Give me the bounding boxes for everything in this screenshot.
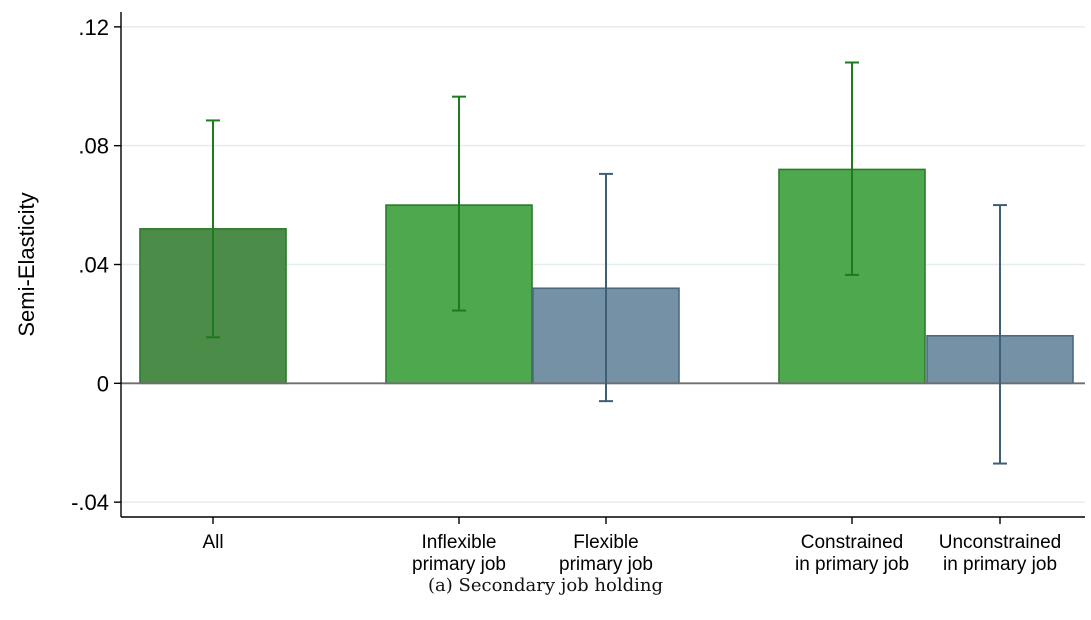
x-tick-label-0-0: All <box>202 532 223 553</box>
y-axis-label: Semi-Elasticity <box>14 192 39 336</box>
y-tick-label-1: .08 <box>78 134 109 159</box>
y-tick-label-4: -.04 <box>71 490 109 515</box>
x-tick-label-2-1: primary job <box>559 554 653 575</box>
x-tick-label-2-0: Flexible <box>573 532 638 553</box>
y-tick-label-2: .04 <box>78 253 109 278</box>
y-tick-label-0: .12 <box>78 15 109 40</box>
figure-caption: (a) Secondary job holding <box>428 575 663 596</box>
x-tick-label-3-1: in primary job <box>795 554 909 575</box>
x-tick-label-4-1: in primary job <box>943 554 1057 575</box>
x-tick-label-3-0: Constrained <box>801 532 903 553</box>
x-tick-label-4-0: Unconstrained <box>939 532 1062 553</box>
x-tick-label-1-0: Inflexible <box>422 532 497 553</box>
bar-chart: .12 .08 .04 0 -.04 Semi-Elasticity All Inflexib… <box>14 12 1085 575</box>
y-tick-label-3: 0 <box>97 371 109 396</box>
x-tick-label-1-1: primary job <box>412 554 506 575</box>
